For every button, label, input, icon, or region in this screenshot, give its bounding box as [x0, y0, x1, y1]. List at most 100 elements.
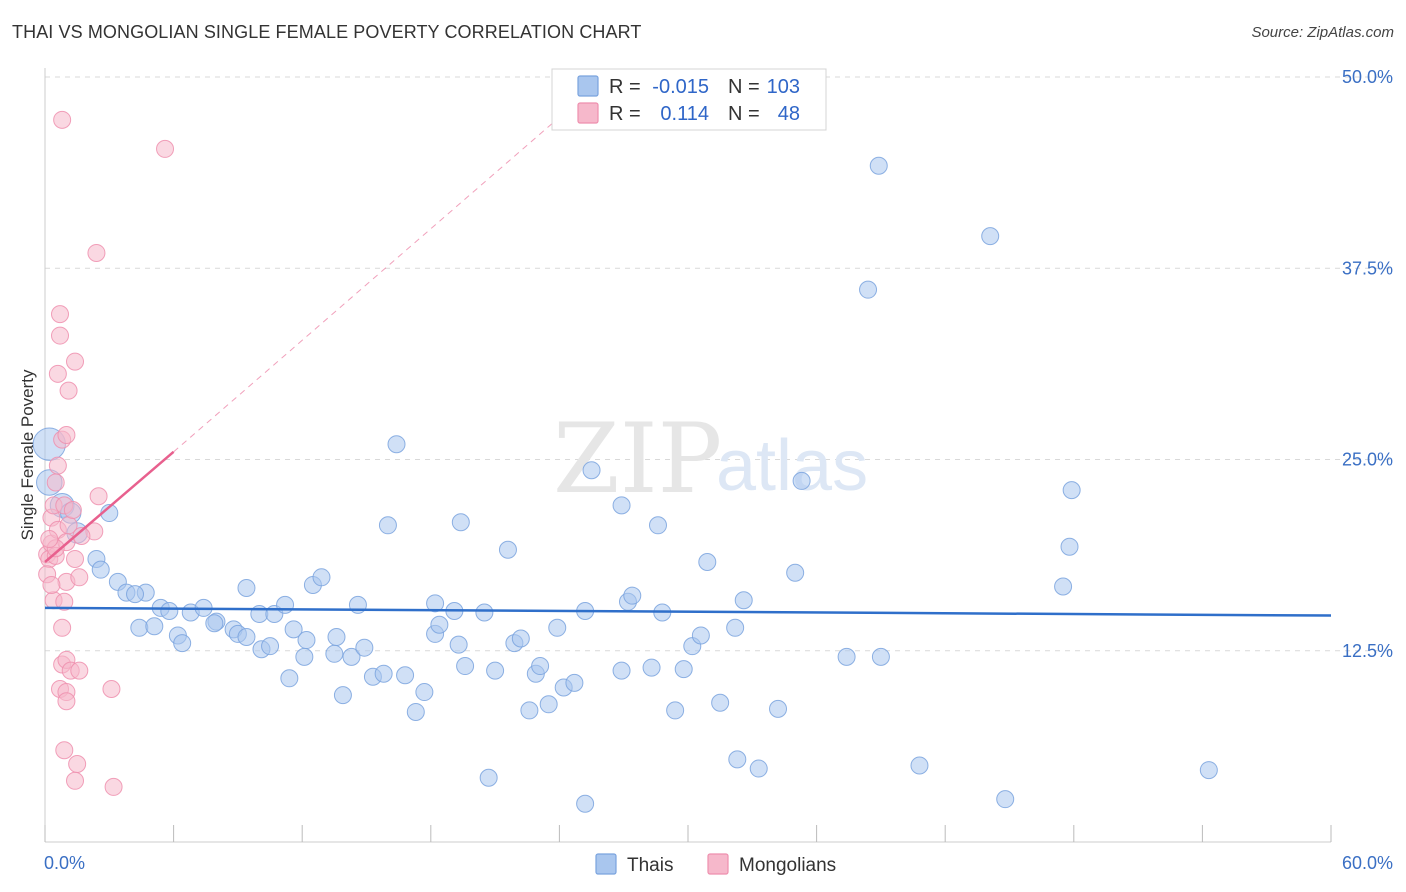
trend-lines	[44, 79, 1332, 617]
thai-point	[325, 644, 344, 663]
thai-point	[333, 686, 352, 705]
thai-point	[674, 660, 693, 679]
mongolian-point	[46, 473, 65, 492]
thai-point	[342, 647, 361, 666]
legend-swatch-thais	[577, 75, 599, 97]
legend-n-label-thais: N =	[728, 76, 760, 98]
watermark: ZIP atlas	[553, 403, 868, 515]
thai-point	[237, 579, 256, 598]
thai-point	[479, 768, 498, 787]
watermark-atlas: atlas	[716, 426, 868, 506]
thai-point	[426, 594, 445, 613]
mongolian-point	[72, 527, 91, 545]
thai-point	[711, 693, 730, 712]
thai-point	[173, 634, 192, 653]
thai-point	[871, 647, 890, 666]
mongolian-point	[102, 680, 121, 698]
mongolian-point	[66, 352, 85, 371]
thai-point	[769, 699, 788, 718]
trend-line-mongolians	[44, 450, 175, 563]
bottom-legend-label-mongolians: Mongolians	[739, 855, 836, 876]
thai-point	[430, 615, 449, 634]
x-tick-label-min: 0.0%	[44, 853, 85, 873]
mongolian-point	[57, 692, 76, 711]
thai-point	[539, 695, 558, 714]
y-axis-title: Single Female Poverty	[18, 369, 37, 541]
bottom-legend-label-thais: Thais	[627, 855, 673, 876]
thai-point	[859, 280, 878, 299]
thai-point	[691, 626, 710, 645]
thai-point	[312, 568, 331, 587]
thai-point	[565, 673, 584, 692]
mongolian-point	[48, 364, 67, 383]
thai-point	[297, 631, 316, 650]
bottom-legend: Thais Mongolians	[595, 853, 836, 876]
chart-title: THAI VS MONGOLIAN SINGLE FEMALE POVERTY …	[12, 22, 642, 42]
mongolian-point	[42, 575, 61, 594]
thai-point	[406, 702, 425, 721]
thai-point	[666, 701, 685, 720]
mongolian-point	[104, 777, 123, 796]
thai-point	[355, 638, 374, 657]
mongolian-point	[59, 381, 78, 400]
mongolian-point	[66, 771, 85, 790]
thai-point	[130, 618, 149, 637]
trend-line-thais	[44, 606, 1332, 617]
y-tick-label: 50.0%	[1342, 67, 1393, 87]
mongolian-point	[48, 456, 67, 475]
thai-point	[327, 627, 346, 646]
thai-point	[612, 661, 631, 680]
thai-point	[869, 156, 888, 175]
thai-point	[981, 227, 1000, 246]
thai-point	[396, 666, 415, 685]
y-tick-label: 37.5%	[1342, 258, 1393, 278]
legend-n-value-thais: 103	[767, 76, 800, 98]
thai-point	[1062, 481, 1081, 500]
thai-point	[548, 618, 567, 637]
thai-point	[237, 627, 256, 646]
mongolian-point	[63, 500, 82, 519]
x-ticks	[44, 825, 1332, 842]
thai-point	[261, 637, 280, 656]
mongolian-point	[55, 592, 74, 611]
mongolian-point	[87, 243, 106, 262]
y-tick-label: 25.0%	[1342, 450, 1393, 470]
thai-point	[295, 647, 314, 666]
thai-point	[910, 756, 929, 775]
series-thais	[32, 156, 1218, 813]
legend-r-label-thais: R =	[609, 76, 641, 98]
thai-point	[648, 516, 667, 535]
legend-r-value-mongolians: 0.114	[660, 103, 709, 125]
thai-point	[1199, 761, 1218, 780]
legend-r-label-mongolians: R =	[609, 103, 641, 125]
thai-point	[612, 496, 631, 515]
thai-point	[837, 647, 856, 666]
mongolian-point	[51, 305, 70, 324]
thai-point	[698, 553, 717, 572]
mongolian-point	[55, 741, 74, 760]
thai-point	[531, 657, 550, 676]
thai-point	[387, 435, 406, 454]
thai-point	[498, 540, 517, 559]
mongolian-point	[156, 139, 175, 158]
mongolian-point	[66, 549, 85, 568]
thai-point	[511, 629, 530, 648]
legend-swatch-mongolians	[577, 102, 599, 124]
thai-point	[576, 794, 595, 813]
thai-point	[996, 790, 1015, 809]
bottom-legend-swatch-mongolians	[707, 853, 729, 875]
mongolian-point	[70, 661, 89, 680]
thai-point	[520, 701, 539, 720]
legend-n-label-mongolians: N =	[728, 103, 760, 125]
thai-point	[726, 618, 745, 637]
mongolian-point	[53, 110, 72, 129]
thai-point	[642, 658, 661, 677]
thai-point	[749, 759, 768, 778]
thai-point	[623, 586, 642, 605]
thai-point	[378, 516, 397, 535]
thai-point	[792, 471, 811, 490]
mongolian-point	[89, 487, 108, 506]
thai-point	[456, 657, 475, 676]
thai-point	[1060, 537, 1079, 556]
